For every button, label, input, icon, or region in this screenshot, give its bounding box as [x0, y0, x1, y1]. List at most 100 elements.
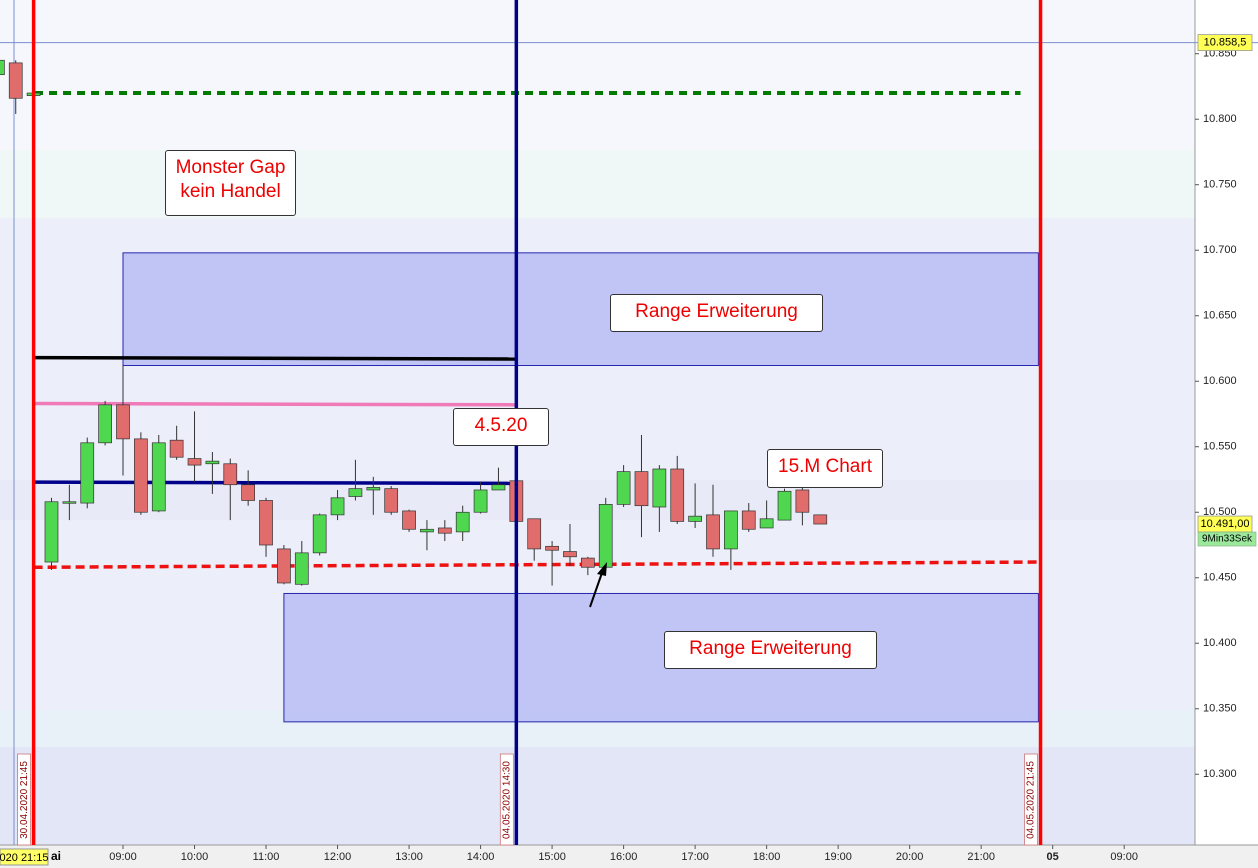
background-band [0, 747, 1195, 845]
cursor-time-box [0, 848, 49, 866]
level-line [33, 401, 517, 407]
candle-body [724, 510, 738, 550]
candle-body [116, 404, 130, 440]
annotation-text: Range Erweiterung [689, 638, 852, 659]
candle-body [688, 515, 702, 522]
x-tick-label: 05 [1047, 851, 1059, 863]
annotation: Range Erweiterung [610, 294, 823, 332]
level-line [33, 480, 517, 486]
candle-body [312, 514, 327, 554]
candle-body [491, 484, 506, 491]
x-tick-label: 17:00 [681, 851, 709, 863]
background-band [0, 480, 1195, 520]
annotation: 4.5.20 [453, 408, 549, 446]
y-tick-label: 10.300 [1203, 768, 1237, 780]
price-label-box [1197, 34, 1253, 51]
candle-body [0, 59, 5, 76]
candle-body [759, 518, 774, 529]
y-tick-label: 10.750 [1203, 179, 1237, 191]
y-tick-label: 10.700 [1203, 244, 1237, 256]
candle-body [241, 484, 256, 501]
candle-body [223, 463, 238, 486]
candle-body [62, 501, 77, 504]
candle-body [545, 545, 559, 551]
x-tick-label: 20:00 [896, 851, 924, 863]
candle-body [420, 528, 434, 533]
marker-label-box [499, 753, 514, 846]
annotation-text: 4.5.20 [474, 415, 528, 436]
candle-body [294, 552, 309, 585]
candle-body [259, 500, 273, 546]
x-tick-label: 10:00 [181, 851, 209, 863]
candle-body [616, 471, 631, 505]
candle-body [8, 62, 23, 99]
candle-body [402, 510, 416, 530]
candle-body [563, 551, 577, 558]
candle-body [437, 527, 452, 534]
y-tick-label: 10.500 [1203, 506, 1237, 518]
candle-body [366, 486, 381, 491]
x-tick-label: 09:00 [109, 851, 137, 863]
candle-body [473, 489, 488, 513]
candle-body [330, 497, 345, 516]
annotation: Monster Gap kein Handel [165, 150, 296, 216]
candle-body [527, 518, 542, 550]
y-tick-label: 10.650 [1203, 310, 1237, 322]
y-tick-label: 10.350 [1203, 703, 1237, 715]
candle-body [98, 404, 112, 444]
y-tick-label: 10.800 [1203, 113, 1237, 125]
background-band [0, 0, 1195, 150]
candle-body [384, 488, 399, 513]
candle-body [670, 468, 685, 522]
x-tick-label: 12:00 [324, 851, 352, 863]
candle-body [169, 439, 184, 458]
candle-body [652, 468, 667, 508]
marker-label: 30.04.2020 21:45 [19, 761, 30, 839]
marker-label: 04.05.2020 14:30 [501, 761, 512, 839]
candle-body [580, 557, 595, 568]
candle-body [741, 510, 756, 530]
candle-body [44, 501, 59, 563]
y-tick-label: 10.550 [1203, 441, 1237, 453]
x-tick-label: 15:00 [538, 851, 566, 863]
range-zone [283, 592, 1039, 723]
annotation-text: kein Handel [180, 181, 281, 202]
candle-body [348, 488, 363, 497]
candle-body [277, 548, 291, 584]
candle-body [795, 489, 810, 513]
x-tick-label: 19:00 [824, 851, 852, 863]
candle-body [706, 514, 720, 550]
arrow [589, 569, 604, 608]
y-tick-label: 10.450 [1203, 572, 1237, 584]
candle-body [80, 442, 95, 504]
y-tick-label: 10.400 [1203, 637, 1237, 649]
marker-label-box [1024, 753, 1038, 846]
y-tick-label: 10.600 [1203, 375, 1237, 387]
candle-body [187, 458, 202, 466]
annotation: Range Erweiterung [664, 631, 877, 669]
candle-body [455, 511, 470, 533]
candle-body [598, 504, 613, 568]
countdown-label: 9Min33Sek [1202, 534, 1253, 545]
price-label: 10.858,5 [1204, 36, 1247, 48]
level-line [33, 355, 517, 361]
x-tick-label: 18:00 [753, 851, 781, 863]
x-tick-label: 13:00 [395, 851, 423, 863]
annotation-text: Monster Gap [175, 157, 286, 178]
annotation-text: 15.M Chart [778, 456, 872, 477]
candle-body [813, 514, 828, 525]
marker-label: 04.05.2020 21:45 [1026, 761, 1037, 839]
candle-body [134, 438, 148, 513]
marker-label-box [17, 753, 32, 846]
price-label: 10.491,00 [1201, 518, 1250, 530]
annotation: 15.M Chart [767, 449, 883, 488]
candle-body [151, 442, 166, 512]
x-tick-label: 14:00 [467, 851, 495, 863]
range-zone [122, 252, 1039, 367]
countdown-box [1197, 531, 1257, 547]
y-axis-panel [1195, 0, 1258, 845]
date-label: ai [51, 849, 61, 863]
x-tick-label: 09:00 [1110, 851, 1138, 863]
